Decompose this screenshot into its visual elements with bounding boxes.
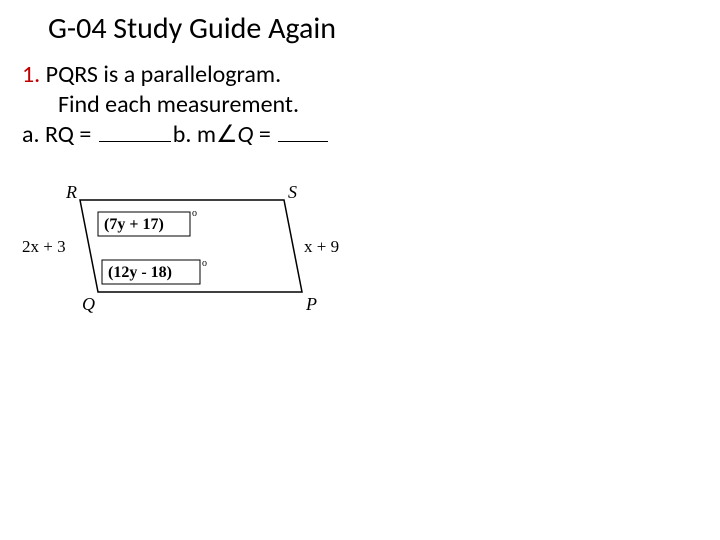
part-a-prefix: a. RQ = [22, 120, 97, 149]
angle-bot-expr: (12y - 18) [108, 264, 172, 281]
angle-bot-degree: o [202, 258, 207, 269]
problem-block: 1. PQRS is a parallelogram. Find each me… [22, 60, 330, 150]
vertex-Q: Q [82, 294, 95, 314]
angle-top-degree: o [192, 208, 197, 219]
part-b-prefix: b. m [173, 120, 216, 149]
page-title: G-04 Study Guide Again [48, 10, 336, 47]
problem-text-1: PQRS is a parallelogram. [46, 60, 281, 89]
vertex-R: R [65, 182, 77, 202]
parts-line: a. RQ = b. m∠Q = [22, 120, 330, 150]
angle-top-expr: (7y + 17) [104, 216, 164, 233]
question-number: 1. [22, 60, 40, 89]
vertex-P: P [305, 294, 317, 314]
blank-b [278, 141, 328, 142]
angle-symbol: ∠ [216, 121, 238, 148]
left-side-label: 2x + 3 [22, 237, 66, 256]
right-side-label: x + 9 [304, 237, 339, 256]
eq-sign: = [253, 120, 276, 149]
figure-svg: R S Q P 2x + 3 x + 9 (7y + 17) o (12y - … [22, 182, 342, 332]
blank-a [99, 141, 171, 142]
slide: G-04 Study Guide Again 1. PQRS is a para… [0, 0, 720, 540]
vertex-S: S [288, 182, 297, 202]
problem-text-2: Find each measurement. [22, 90, 330, 120]
problem-line-1: 1. PQRS is a parallelogram. [22, 60, 330, 90]
part-b-var: Q [238, 120, 254, 149]
parallelogram-figure: R S Q P 2x + 3 x + 9 (7y + 17) o (12y - … [22, 182, 342, 332]
